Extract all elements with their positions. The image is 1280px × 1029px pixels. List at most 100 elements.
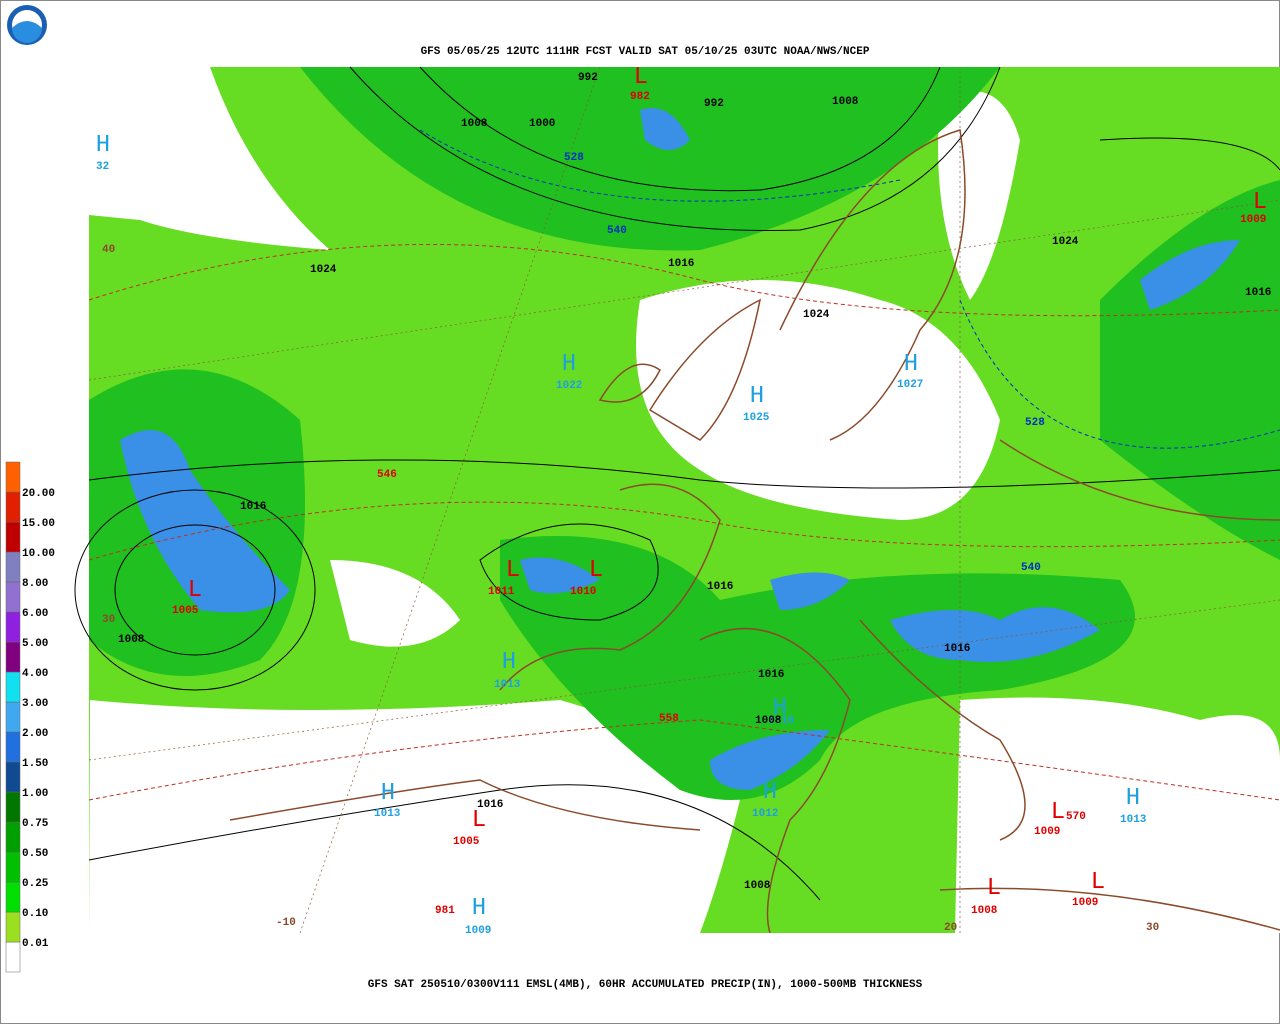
high-value: 1016 <box>768 715 794 727</box>
low-value: 1009 <box>1034 826 1060 838</box>
high-symbol: H <box>472 895 486 922</box>
legend-label: 3.00 <box>22 698 48 710</box>
isobar-label: 1008 <box>461 118 488 130</box>
grid-label: 30 <box>102 614 115 626</box>
legend-label: 4.00 <box>22 668 48 680</box>
low-value: 1008 <box>971 905 998 917</box>
low-symbol: L <box>506 557 520 584</box>
legend-swatch <box>5 821 21 853</box>
low-value: 1009 <box>1072 897 1098 909</box>
thickness-label: 540 <box>1021 562 1041 574</box>
legend-label: 8.00 <box>22 578 48 590</box>
high-symbol: H <box>562 351 576 378</box>
low-value: 1010 <box>570 586 596 598</box>
legend-label: 6.00 <box>22 608 48 620</box>
isobar-label: 1016 <box>240 501 266 513</box>
high-value: 1027 <box>897 379 923 391</box>
legend-swatch <box>5 551 21 583</box>
high-value: 1013 <box>1120 814 1147 826</box>
legend-label: 0.75 <box>22 818 49 830</box>
low-symbol: L <box>987 875 1001 902</box>
legend-swatch <box>5 461 21 493</box>
caption: GFS SAT 250510/0300V111 EMSL(4MB), 60HR … <box>368 979 923 991</box>
legend-swatch <box>5 851 21 883</box>
isobar-label: 992 <box>704 98 724 110</box>
high-symbol: H <box>750 383 764 410</box>
legend-label: 15.00 <box>22 518 55 530</box>
isobar-label: 992 <box>578 72 598 84</box>
high-value: 1025 <box>743 412 770 424</box>
low-symbol: L <box>634 64 648 91</box>
legend-label: 0.50 <box>22 848 48 860</box>
legend-label: 20.00 <box>22 488 55 500</box>
grid-label: 40 <box>102 244 115 256</box>
isobar-label: 1008 <box>118 634 145 646</box>
title: GFS 05/05/25 12UTC 111HR FCST VALID SAT … <box>421 46 870 58</box>
thickness-label: 546 <box>377 469 397 481</box>
isobar-label: 1016 <box>668 258 694 270</box>
isobar-label: 1000 <box>529 118 555 130</box>
legend-swatch <box>5 671 21 703</box>
high-symbol: H <box>773 695 787 722</box>
legend-swatch <box>5 491 21 523</box>
thickness-label: 528 <box>564 152 584 164</box>
low-symbol: L <box>188 577 202 604</box>
isobar-label: 1008 <box>755 715 782 727</box>
high-symbol: H <box>96 132 110 159</box>
grid-label: -10 <box>276 917 296 929</box>
legend-label: 10.00 <box>22 548 55 560</box>
high-value: 1013 <box>374 808 401 820</box>
legend-label: 5.00 <box>22 638 48 650</box>
isobar-label: 1016 <box>1245 287 1271 299</box>
legend-swatch <box>5 701 21 733</box>
thickness-label: 570 <box>1066 811 1086 823</box>
legend-swatch <box>5 611 21 643</box>
legend-swatch <box>5 791 21 823</box>
legend-swatch <box>5 641 21 673</box>
low-value: 1005 <box>453 836 480 848</box>
high-value: 1009 <box>465 925 491 937</box>
grid-label: 20 <box>944 922 957 934</box>
isobar-label: 1008 <box>832 96 859 108</box>
legend-swatch <box>5 731 21 763</box>
low-symbol: L <box>472 807 486 834</box>
legend-label: 0.01 <box>22 938 49 950</box>
low-symbol: L <box>1091 869 1105 896</box>
legend-swatch <box>5 941 21 973</box>
high-value: 1012 <box>752 808 778 820</box>
high-value: 1022 <box>556 380 582 392</box>
high-value: 1013 <box>494 679 521 691</box>
noaa-logo <box>7 5 47 45</box>
isobar-label: 981 <box>435 905 455 917</box>
legend-swatch <box>5 761 21 793</box>
isobar-label: 1016 <box>944 643 970 655</box>
isobar-label: 1024 <box>803 309 830 321</box>
thickness-label: 558 <box>659 713 679 725</box>
low-symbol: L <box>589 557 603 584</box>
legend-label: 0.25 <box>22 878 49 890</box>
grid-label: 30 <box>1146 922 1159 934</box>
legend-swatch <box>5 881 21 913</box>
low-symbol: L <box>1253 189 1267 216</box>
thickness-label: 528 <box>1025 417 1045 429</box>
isobar-label: 1008 <box>744 880 771 892</box>
low-value: 1005 <box>172 605 199 617</box>
isobar-label: 1016 <box>758 669 784 681</box>
high-symbol: H <box>502 649 516 676</box>
isobar-label: 1016 <box>477 799 503 811</box>
legend-label: 1.00 <box>22 788 48 800</box>
legend-swatch <box>5 521 21 553</box>
legend-swatch <box>5 911 21 943</box>
low-value: 1009 <box>1240 214 1266 226</box>
low-value: 1011 <box>488 586 515 598</box>
high-symbol: H <box>904 351 918 378</box>
legend-swatch <box>5 581 21 613</box>
legend: 0.01 0.10 0.25 0.50 0.75 1.00 1.50 2.00 3.00 4.00… <box>5 461 55 973</box>
high-value: 32 <box>96 161 109 173</box>
isobar-label: 1024 <box>310 264 337 276</box>
isobar-label: 1016 <box>707 581 733 593</box>
thickness-label: 540 <box>607 225 627 237</box>
high-symbol: H <box>763 779 777 806</box>
